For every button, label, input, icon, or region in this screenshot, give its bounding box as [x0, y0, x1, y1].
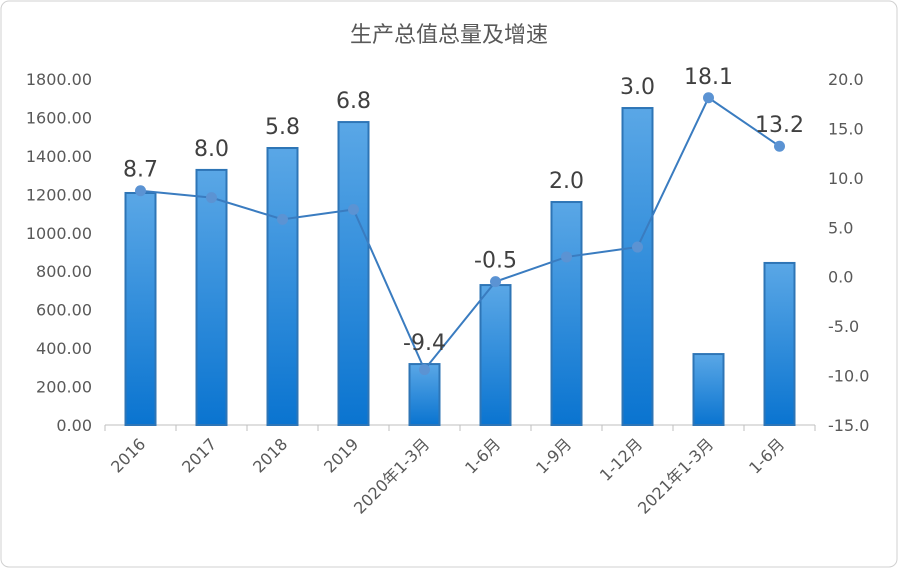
right-axis-tick-label: -10.0: [828, 367, 869, 386]
left-axis-tick-label: 200.00: [36, 378, 92, 397]
growth-rate-marker: [277, 213, 288, 225]
bar-2019: [337, 121, 370, 427]
right-axis-tick-label: 15.0: [828, 119, 864, 138]
right-axis-tick-label: -5.0: [828, 317, 859, 336]
growth-rate-data-label: 6.8: [336, 89, 371, 114]
left-axis-tick-label: 0.00: [56, 416, 92, 435]
growth-rate-data-label: -0.5: [474, 249, 517, 274]
left-axis-tick-label: 1800.00: [26, 70, 92, 89]
growth-rate-marker: [348, 203, 359, 215]
growth-rate-line: [140, 96, 781, 372]
growth-rate-data-label: 2.0: [549, 169, 584, 194]
bar-2021年1-3月: [692, 353, 725, 427]
growth-rate-data-label: 3.0: [620, 75, 655, 100]
growth-rate-data-label: 8.7: [123, 158, 158, 183]
growth-rate-marker: [206, 192, 217, 204]
left-axis-tick-label: 1200.00: [26, 185, 92, 204]
bar-1-6月: [763, 261, 796, 426]
left-axis-tick-label: 1000.00: [26, 224, 92, 243]
bar-1-6月: [479, 284, 512, 426]
growth-rate-data-label: 8.0: [194, 137, 229, 162]
right-axis-tick-label: 5.0: [828, 218, 853, 237]
chart-title: 生产总值总量及增速: [350, 23, 548, 48]
growth-rate-marker: [490, 276, 501, 288]
left-axis-tick-label: 400.00: [36, 339, 92, 358]
right-axis-tick-label: -15.0: [828, 416, 869, 435]
growth-rate-data-label: 13.2: [755, 113, 804, 138]
bar-2018: [266, 147, 299, 426]
growth-rate-marker: [774, 140, 785, 152]
right-axis-tick-label: 10.0: [828, 169, 864, 188]
right-axis-tick-label: 20.0: [828, 70, 864, 89]
growth-rate-data-label: 5.8: [265, 115, 300, 140]
bar-1-12月: [621, 107, 654, 427]
growth-rate-marker: [561, 251, 572, 263]
bar-2017: [195, 168, 228, 426]
growth-rate-data-label: -9.4: [403, 331, 446, 356]
growth-rate-marker: [703, 92, 714, 104]
growth-rate-data-label: 18.1: [684, 65, 733, 90]
left-axis-tick-label: 800.00: [36, 262, 92, 281]
growth-rate-marker: [419, 364, 430, 376]
growth-rate-marker: [135, 185, 146, 197]
left-axis-tick-label: 600.00: [36, 301, 92, 320]
left-axis-tick-label: 1600.00: [26, 108, 92, 127]
bar-1-9月: [550, 201, 583, 426]
right-axis-tick-label: 0.0: [828, 268, 853, 287]
bar-2016: [124, 191, 157, 426]
left-axis-tick-label: 1400.00: [26, 147, 92, 166]
growth-rate-marker: [632, 241, 643, 253]
